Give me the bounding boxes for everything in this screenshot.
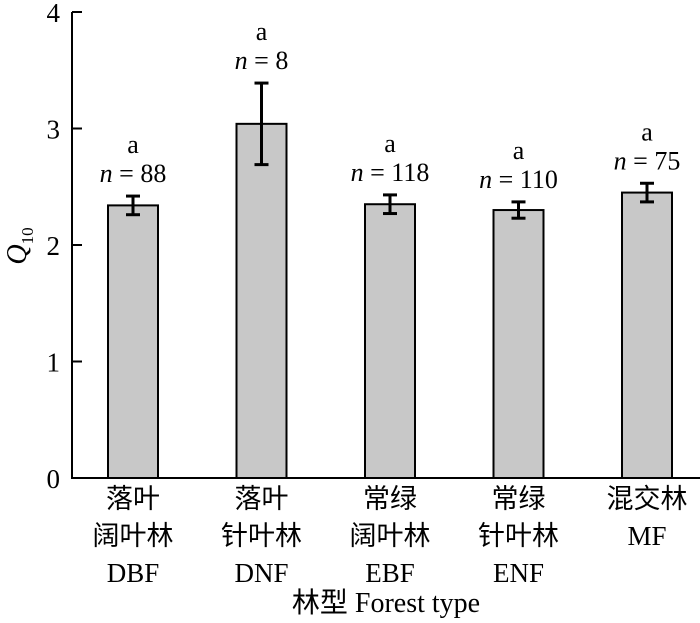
y-axis-title-sub: 10 (18, 227, 37, 244)
y-tick-label: 1 (47, 348, 61, 378)
sample-size-label: n = 75 (614, 146, 681, 175)
y-tick-label: 4 (47, 0, 61, 28)
n-symbol: n (614, 146, 627, 175)
x-axis-title: 林型 Forest type (292, 587, 480, 619)
y-tick-label: 3 (47, 115, 61, 145)
category-label-line2: MF (627, 521, 666, 551)
n-value: = 88 (113, 159, 167, 188)
error-bar (126, 194, 140, 217)
significance-letter: a (127, 130, 139, 159)
error-bar (383, 193, 397, 216)
category-label-line2: 针叶林 (221, 521, 302, 551)
category-label-line3: DBF (107, 558, 160, 588)
category-label-line1: 落叶 (235, 484, 289, 514)
category-label-line1: 常绿 (492, 484, 546, 514)
y-tick-label: 0 (47, 464, 61, 494)
sample-size-label: n = 88 (100, 159, 167, 188)
n-symbol: n (351, 158, 364, 187)
y-axis: 0 1 2 3 4 (47, 0, 82, 494)
significance-letter: a (641, 117, 653, 146)
bar (621, 191, 673, 479)
n-value: = 8 (248, 46, 289, 75)
significance-letter: a (384, 129, 396, 158)
n-symbol: n (479, 165, 492, 194)
category-label-line2: 阔叶林 (350, 521, 431, 551)
category-label-line2: 针叶林 (478, 521, 559, 551)
category-label-line3: ENF (493, 558, 544, 588)
category-label-line3: EBF (365, 558, 415, 588)
bar (364, 203, 416, 479)
y-axis-title: Q10 (2, 227, 37, 264)
sample-size-label: n = 8 (235, 46, 289, 75)
y-axis-title-main: Q (2, 244, 33, 264)
significance-letter: a (256, 17, 268, 46)
sample-size-label: n = 110 (479, 165, 558, 194)
category-label-line1: 落叶 (106, 484, 160, 514)
category-label-line1: 常绿 (363, 484, 417, 514)
sample-size-label: n = 118 (351, 158, 430, 187)
error-bar (254, 81, 269, 167)
n-value: = 75 (627, 146, 681, 175)
category-label-line1: 混交林 (607, 484, 688, 514)
n-symbol: n (100, 159, 113, 188)
n-value: = 118 (364, 158, 430, 187)
bar (492, 209, 545, 480)
bar (107, 204, 159, 479)
category-label-line2: 阔叶林 (93, 521, 174, 551)
bars-group (107, 81, 673, 480)
n-value: = 110 (492, 165, 558, 194)
n-symbol: n (235, 46, 248, 75)
bar (235, 122, 288, 479)
significance-letter: a (513, 136, 525, 165)
error-bar (640, 181, 654, 204)
category-label-line3: DNF (234, 558, 288, 588)
error-bar (511, 200, 526, 220)
y-tick-label: 2 (47, 231, 61, 261)
